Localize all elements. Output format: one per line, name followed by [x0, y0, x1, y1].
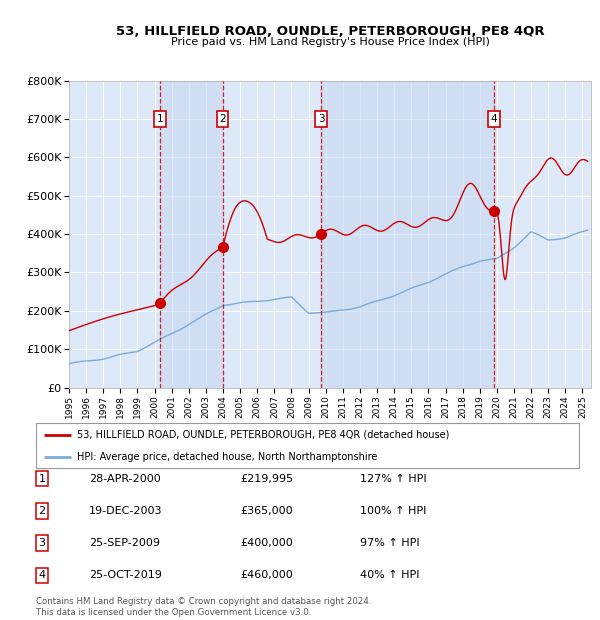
Text: 100% ↑ HPI: 100% ↑ HPI: [360, 506, 427, 516]
Text: 4: 4: [490, 114, 497, 124]
Text: 1: 1: [38, 474, 46, 484]
Text: 3: 3: [318, 114, 325, 124]
Text: 1: 1: [157, 114, 163, 124]
Text: 25-OCT-2019: 25-OCT-2019: [89, 570, 161, 580]
Text: 2: 2: [38, 506, 46, 516]
Bar: [160, 81, 223, 388]
Text: 97% ↑ HPI: 97% ↑ HPI: [360, 538, 419, 548]
Text: 25-SEP-2009: 25-SEP-2009: [89, 538, 160, 548]
FancyBboxPatch shape: [36, 423, 579, 468]
Text: 19-DEC-2003: 19-DEC-2003: [89, 506, 162, 516]
Text: 4: 4: [38, 570, 46, 580]
Text: Contains HM Land Registry data © Crown copyright and database right 2024.
This d: Contains HM Land Registry data © Crown c…: [36, 598, 371, 617]
Text: £365,000: £365,000: [240, 506, 293, 516]
Text: Price paid vs. HM Land Registry's House Price Index (HPI): Price paid vs. HM Land Registry's House …: [170, 37, 490, 47]
Text: 3: 3: [38, 538, 46, 548]
Text: HPI: Average price, detached house, North Northamptonshire: HPI: Average price, detached house, Nort…: [77, 452, 377, 462]
Text: £219,995: £219,995: [240, 474, 293, 484]
Text: £460,000: £460,000: [240, 570, 293, 580]
Text: 28-APR-2000: 28-APR-2000: [89, 474, 161, 484]
Text: 53, HILLFIELD ROAD, OUNDLE, PETERBOROUGH, PE8 4QR (detached house): 53, HILLFIELD ROAD, OUNDLE, PETERBOROUGH…: [77, 430, 449, 440]
Text: 53, HILLFIELD ROAD, OUNDLE, PETERBOROUGH, PE8 4QR: 53, HILLFIELD ROAD, OUNDLE, PETERBOROUGH…: [116, 25, 544, 38]
Text: 127% ↑ HPI: 127% ↑ HPI: [360, 474, 427, 484]
Text: 2: 2: [219, 114, 226, 124]
Bar: [321, 81, 494, 388]
Text: £400,000: £400,000: [240, 538, 293, 548]
Text: 40% ↑ HPI: 40% ↑ HPI: [360, 570, 419, 580]
